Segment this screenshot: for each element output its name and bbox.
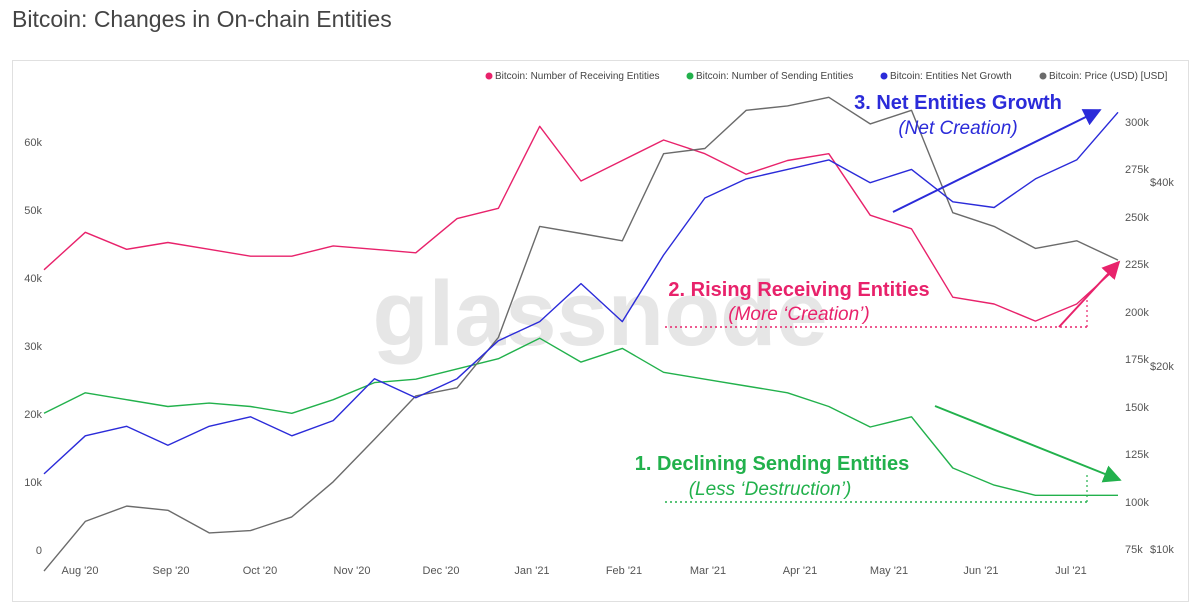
y-axis-right-price: $10k $20k $40k <box>1150 177 1174 556</box>
series-group <box>43 96 1119 572</box>
annotation-declining-subtitle: (Less ‘Destruction’) <box>689 479 852 500</box>
series-line-receiving[interactable] <box>43 125 1119 322</box>
x-axis: Aug '20 Sep '20 Oct '20 Nov '20 Dec '20 … <box>62 565 1087 577</box>
watermark: glassnode <box>372 263 827 365</box>
chart-title: Bitcoin: Changes in On-chain Entities <box>12 6 392 32</box>
legend-swatch-price[interactable] <box>1039 72 1047 80</box>
x-tick: Jul '21 <box>1055 565 1086 577</box>
series-line-netgrowth[interactable] <box>43 111 1119 475</box>
legend-label-receiving[interactable]: Bitcoin: Number of Receiving Entities <box>495 71 660 82</box>
y-right-tick: 300k <box>1125 117 1149 129</box>
y-left-tick: 30k <box>24 341 42 353</box>
x-tick: May '21 <box>870 565 908 577</box>
x-tick: Dec '20 <box>423 565 460 577</box>
legend-label-netgrowth[interactable]: Bitcoin: Entities Net Growth <box>890 71 1012 82</box>
x-tick: Apr '21 <box>783 565 818 577</box>
x-tick: Sep '20 <box>153 565 190 577</box>
annotation-arrow-declining <box>934 405 1122 483</box>
y-right-tick: 175k <box>1125 354 1149 366</box>
y-right-tick: 200k <box>1125 307 1149 319</box>
y-axis-left: 0 10k 20k 30k 40k 50k 60k <box>24 137 42 557</box>
annotation-arrow-rising <box>1058 260 1121 328</box>
legend-swatch-netgrowth[interactable] <box>880 72 888 80</box>
y-right-tick: 100k <box>1125 497 1149 509</box>
annotation-net-subtitle: (Net Creation) <box>898 118 1017 139</box>
legend-swatch-sending[interactable] <box>686 72 694 80</box>
y-right-tick: 150k <box>1125 402 1149 414</box>
y-right-tick: 250k <box>1125 212 1149 224</box>
y-left-tick: 60k <box>24 137 42 149</box>
chart-frame <box>12 60 1189 602</box>
annotation-rising-subtitle: (More ‘Creation’) <box>728 304 869 325</box>
annotation-net-title: 3. Net Entities Growth <box>854 92 1062 114</box>
price-tick: $20k <box>1150 361 1174 373</box>
price-tick: $40k <box>1150 177 1174 189</box>
y-left-tick: 20k <box>24 409 42 421</box>
series-line-sending[interactable] <box>43 337 1118 496</box>
y-right-tick: 125k <box>1125 449 1149 461</box>
x-tick: Oct '20 <box>243 565 278 577</box>
legend-label-sending[interactable]: Bitcoin: Number of Sending Entities <box>696 71 853 82</box>
legend-swatch-receiving[interactable] <box>485 72 493 80</box>
y-left-tick: 40k <box>24 273 42 285</box>
y-left-tick: 0 <box>36 545 42 557</box>
x-tick: Jun '21 <box>963 565 998 577</box>
annotation-arrow-net <box>892 109 1102 213</box>
legend: Bitcoin: Number of Receiving Entities Bi… <box>485 71 1168 82</box>
legend-label-price[interactable]: Bitcoin: Price (USD) [USD] <box>1049 71 1168 82</box>
y-left-tick: 50k <box>24 205 42 217</box>
annotation-rising-title: 2. Rising Receiving Entities <box>668 279 929 301</box>
y-right-tick: 275k <box>1125 164 1149 176</box>
x-tick: Jan '21 <box>514 565 549 577</box>
series-line-price[interactable] <box>43 96 1119 572</box>
x-tick: Mar '21 <box>690 565 726 577</box>
annotation-declining-title: 1. Declining Sending Entities <box>635 453 909 475</box>
x-tick: Nov '20 <box>334 565 371 577</box>
price-tick: $10k <box>1150 544 1174 556</box>
y-left-tick: 10k <box>24 477 42 489</box>
x-tick: Feb '21 <box>606 565 642 577</box>
x-tick: Aug '20 <box>62 565 99 577</box>
y-right-tick: 225k <box>1125 259 1149 271</box>
y-right-tick: 75k <box>1125 544 1143 556</box>
y-axis-right-entities: 75k 100k 125k 150k 175k 200k 225k 250k 2… <box>1125 117 1149 556</box>
